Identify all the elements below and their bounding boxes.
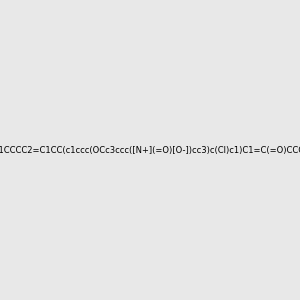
Text: O=C1CCCC2=C1CC(c1ccc(OCc3ccc([N+](=O)[O-])cc3)c(Cl)c1)C1=C(=O)CCCC12: O=C1CCCC2=C1CC(c1ccc(OCc3ccc([N+](=O)[O-…: [0, 146, 300, 154]
